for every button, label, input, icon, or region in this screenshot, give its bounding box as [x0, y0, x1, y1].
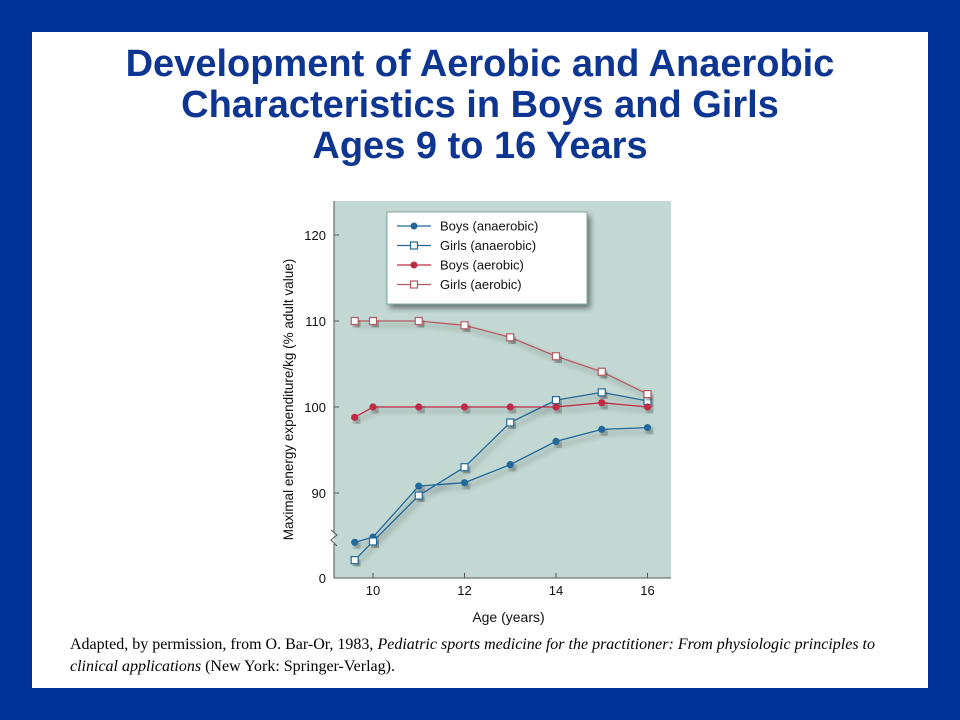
data-point	[414, 491, 423, 500]
data-point	[551, 396, 561, 405]
axis-break-mark	[330, 529, 338, 547]
data-point	[551, 352, 561, 361]
data-point	[643, 403, 652, 411]
data-point	[368, 316, 378, 326]
y-tick-label: 100	[304, 400, 326, 415]
title-line-2: Characteristics in Boys and Girls	[181, 84, 779, 126]
series-line-0	[354, 426, 648, 543]
legend-label: Girls (anaerobic)	[440, 238, 536, 253]
y-tick-label: 110	[305, 314, 326, 329]
data-point	[552, 437, 560, 445]
data-point	[460, 463, 469, 472]
caption-book-title: Pediatric sports medicine for the practi…	[70, 636, 875, 675]
data-point	[414, 316, 423, 326]
x-tick-label: 14	[549, 583, 563, 598]
data-point	[415, 403, 423, 411]
data-point	[506, 333, 515, 342]
data-point	[460, 403, 469, 411]
data-point	[506, 403, 514, 411]
caption-tail: (New York: Springer-Verlag).	[201, 658, 395, 675]
slide-title: Development of Aerobic and Anaerobic Cha…	[32, 44, 928, 167]
x-tick-label: 12	[457, 583, 471, 598]
data-point	[351, 538, 359, 546]
y-tick-label: 120	[304, 228, 326, 243]
data-point	[598, 425, 606, 433]
data-point	[460, 479, 469, 487]
data-point	[369, 403, 377, 411]
x-tick-label: 10	[366, 583, 380, 598]
series-line-3	[354, 320, 648, 395]
data-point	[506, 461, 514, 469]
data-point	[597, 388, 606, 397]
data-point	[552, 403, 560, 411]
data-point	[598, 399, 606, 407]
slide: Development of Aerobic and Anaerobic Cha…	[32, 32, 928, 688]
legend-marker	[409, 241, 419, 250]
data-point	[643, 390, 652, 399]
title-line-1: Development of Aerobic and Anaerobic	[125, 43, 835, 85]
y-tick-label: 90	[312, 486, 326, 501]
source-caption: Adapted, by permission, from O. Bar-Or, …	[70, 634, 910, 678]
legend-marker	[409, 280, 419, 289]
legend-label: Girls (aerobic)	[440, 277, 522, 292]
data-point	[643, 424, 652, 432]
x-axis-label: Age (years)	[472, 609, 544, 625]
legend-marker	[410, 222, 418, 230]
legend-label: Boys (aerobic)	[440, 258, 524, 273]
data-point	[350, 316, 359, 326]
series-line-1	[354, 391, 648, 561]
title-line-3: Ages 9 to 16 Years	[312, 125, 648, 167]
data-point	[350, 556, 359, 565]
data-point	[368, 537, 378, 546]
y-tick-label: 0	[319, 571, 326, 586]
caption-lead: Adapted, by permission, from O. Bar-Or, …	[70, 636, 378, 653]
data-point	[415, 482, 423, 490]
data-point	[506, 418, 515, 427]
data-point	[597, 367, 606, 376]
line-chart: 0 90 100 110 120 10 12 14 16 Age (years) Maximal e…	[281, 201, 671, 625]
data-point	[351, 413, 359, 421]
y-axis-label: Maximal energy expenditure/kg (% adult v…	[281, 259, 296, 540]
data-point	[460, 321, 469, 330]
x-tick-label: 16	[640, 583, 654, 598]
legend-marker	[410, 261, 418, 269]
series-line-2	[354, 402, 648, 418]
legend-box	[386, 211, 588, 305]
legend-label: Boys (anaerobic)	[440, 219, 538, 234]
